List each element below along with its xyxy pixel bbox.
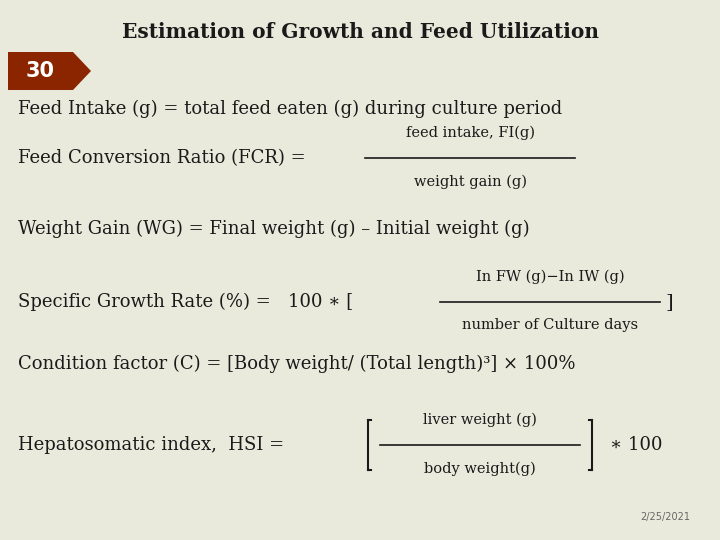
Text: Condition factor (C) = [Body weight/ (Total length)³] × 100%: Condition factor (C) = [Body weight/ (To… xyxy=(18,355,575,373)
Text: Feed Intake (g) = total feed eaten (g) during culture period: Feed Intake (g) = total feed eaten (g) d… xyxy=(18,100,562,118)
Text: 2/25/2021: 2/25/2021 xyxy=(640,512,690,522)
Text: ∗ 100: ∗ 100 xyxy=(610,436,662,454)
Text: Feed Conversion Ratio (FCR) =: Feed Conversion Ratio (FCR) = xyxy=(18,149,311,167)
Text: weight gain (g): weight gain (g) xyxy=(413,175,526,190)
Text: number of Culture days: number of Culture days xyxy=(462,318,638,332)
Text: feed intake, FI(g): feed intake, FI(g) xyxy=(405,126,534,140)
Text: In FW (g)−In IW (g): In FW (g)−In IW (g) xyxy=(476,269,624,284)
Text: body weight(g): body weight(g) xyxy=(424,462,536,476)
Text: liver weight (g): liver weight (g) xyxy=(423,413,537,427)
Text: Estimation of Growth and Feed Utilization: Estimation of Growth and Feed Utilizatio… xyxy=(122,22,598,42)
Text: 30: 30 xyxy=(26,61,55,81)
Polygon shape xyxy=(8,52,91,90)
Text: ]: ] xyxy=(665,293,672,311)
Text: Hepatosomatic index,  HSI =: Hepatosomatic index, HSI = xyxy=(18,436,290,454)
Text: Weight Gain (WG) = Final weight (g) – Initial weight (g): Weight Gain (WG) = Final weight (g) – In… xyxy=(18,220,530,238)
Text: Specific Growth Rate (%) =   100 ∗ [: Specific Growth Rate (%) = 100 ∗ [ xyxy=(18,293,353,311)
